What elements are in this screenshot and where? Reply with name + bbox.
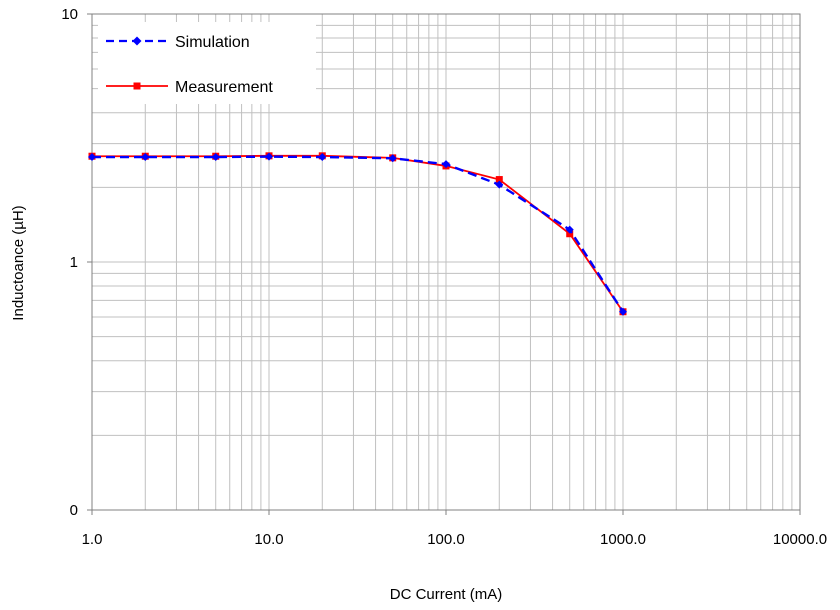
simulation-point: [211, 153, 220, 162]
simulation-point: [619, 307, 627, 316]
simulation-point: [141, 153, 150, 162]
y-tick-labels: 0 1 10: [61, 6, 92, 519]
y-tick-label: 0: [70, 502, 78, 519]
legend-sim-marker: [132, 36, 142, 46]
y-tick-label: 1: [70, 254, 78, 271]
y-axis-title: Inductoance (µH): [10, 205, 27, 320]
x-tick-label: 10.0: [254, 531, 283, 548]
simulation-point: [88, 153, 96, 162]
legend-sim-label: Simulation: [175, 34, 250, 51]
legend: Simulation Measurement: [98, 22, 316, 104]
legend-meas-label: Measurement: [175, 79, 273, 96]
x-axis-title: DC Current (mA): [390, 586, 503, 603]
series-layer: [88, 152, 627, 316]
x-tick-label: 10000.0: [773, 531, 827, 548]
simulation-point: [265, 152, 273, 161]
legend-background: [98, 22, 316, 104]
simulation-point: [318, 153, 327, 162]
x-tick-label: 100.0: [427, 531, 465, 548]
simulation-point: [565, 225, 574, 234]
x-tick-labels: 1.0 10.0 100.0 1000.0 10000.0: [82, 510, 827, 548]
simulation-line: [92, 155, 625, 313]
measurement-point: [495, 176, 503, 184]
y-tick-label: 10: [61, 6, 78, 23]
measurement-line: [92, 154, 624, 313]
simulation-point: [442, 160, 450, 169]
simulation-point: [495, 180, 504, 189]
x-tick-label: 1000.0: [600, 531, 646, 548]
measurement-point: [566, 230, 574, 238]
simulation-point: [388, 154, 397, 163]
legend-meas-marker: [133, 82, 141, 90]
x-tick-label: 1.0: [82, 531, 103, 548]
